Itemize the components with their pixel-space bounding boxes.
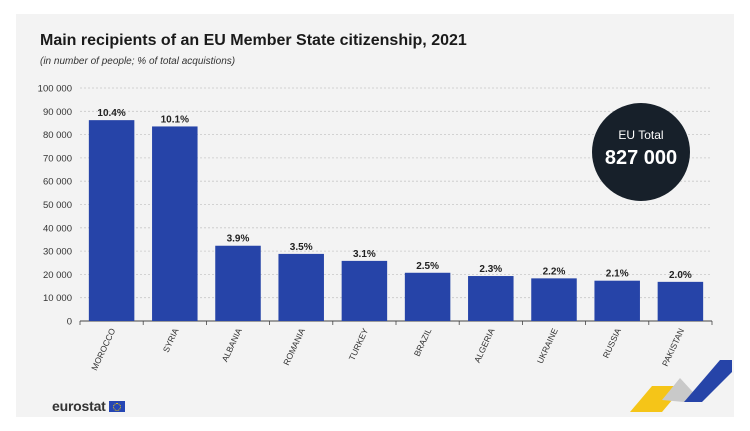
eu-total-value: 827 000 bbox=[604, 147, 678, 169]
bar bbox=[404, 272, 451, 321]
data-label: 2.5% bbox=[416, 261, 439, 272]
y-tick-label: 100 000 bbox=[38, 84, 72, 95]
y-tick-label: 50 000 bbox=[43, 200, 72, 211]
x-tick-label: RUSSIA bbox=[601, 326, 624, 359]
data-label: 2.2% bbox=[543, 266, 566, 277]
eu-total-badge: EU Total 827 000 bbox=[592, 103, 690, 201]
y-tick-label: 40 000 bbox=[43, 223, 72, 234]
data-label: 2.0% bbox=[669, 270, 692, 281]
x-tick-label: ALBANIA bbox=[220, 326, 244, 363]
chart-subtitle: (in number of people; % of total acquist… bbox=[40, 56, 236, 67]
chart-title: Main recipients of an EU Member State ci… bbox=[40, 32, 467, 49]
bar bbox=[468, 276, 514, 321]
data-label: 3.9% bbox=[227, 234, 250, 245]
bar bbox=[531, 278, 577, 321]
eu-total-label: EU Total bbox=[618, 128, 664, 142]
y-tick-label: 80 000 bbox=[43, 130, 72, 141]
eurostat-logo: eurostat bbox=[52, 398, 125, 414]
x-tick-label: BRAZIL bbox=[412, 326, 434, 357]
x-tick-label: ALGERIA bbox=[472, 326, 497, 364]
y-tick-label: 30 000 bbox=[43, 247, 72, 258]
y-tick-label: 20 000 bbox=[43, 270, 72, 281]
bar bbox=[88, 120, 135, 322]
y-tick-label: 60 000 bbox=[43, 177, 72, 188]
bar bbox=[152, 126, 198, 321]
eu-flag-icon bbox=[108, 400, 125, 412]
x-tick-label: ROMANIA bbox=[281, 326, 307, 366]
y-tick-label: 10 000 bbox=[43, 293, 72, 304]
data-label: 2.3% bbox=[479, 264, 502, 275]
data-label: 10.4% bbox=[97, 108, 125, 119]
decorative-chevron-icon bbox=[630, 360, 732, 412]
bar bbox=[657, 281, 704, 321]
y-tick-label: 70 000 bbox=[43, 153, 72, 164]
x-tick-label: UKRAINE bbox=[535, 326, 560, 365]
y-tick-label: 90 000 bbox=[43, 107, 72, 118]
blue-chevron-shape bbox=[684, 360, 732, 402]
data-label: 3.1% bbox=[353, 249, 376, 260]
bar bbox=[341, 260, 388, 321]
x-tick-label: MOROCCO bbox=[89, 326, 117, 372]
eurostat-logo-text: eurostat bbox=[52, 398, 106, 414]
x-tick-label: TURKEY bbox=[347, 326, 371, 362]
bar bbox=[278, 253, 324, 321]
data-label: 10.1% bbox=[161, 114, 189, 125]
y-tick-label: 0 bbox=[67, 317, 72, 328]
bar bbox=[215, 245, 261, 321]
data-label: 3.5% bbox=[290, 242, 313, 253]
chart-background bbox=[16, 14, 734, 417]
bar bbox=[594, 280, 640, 321]
data-label: 2.1% bbox=[606, 269, 629, 280]
x-tick-label: SYRIA bbox=[161, 326, 181, 354]
